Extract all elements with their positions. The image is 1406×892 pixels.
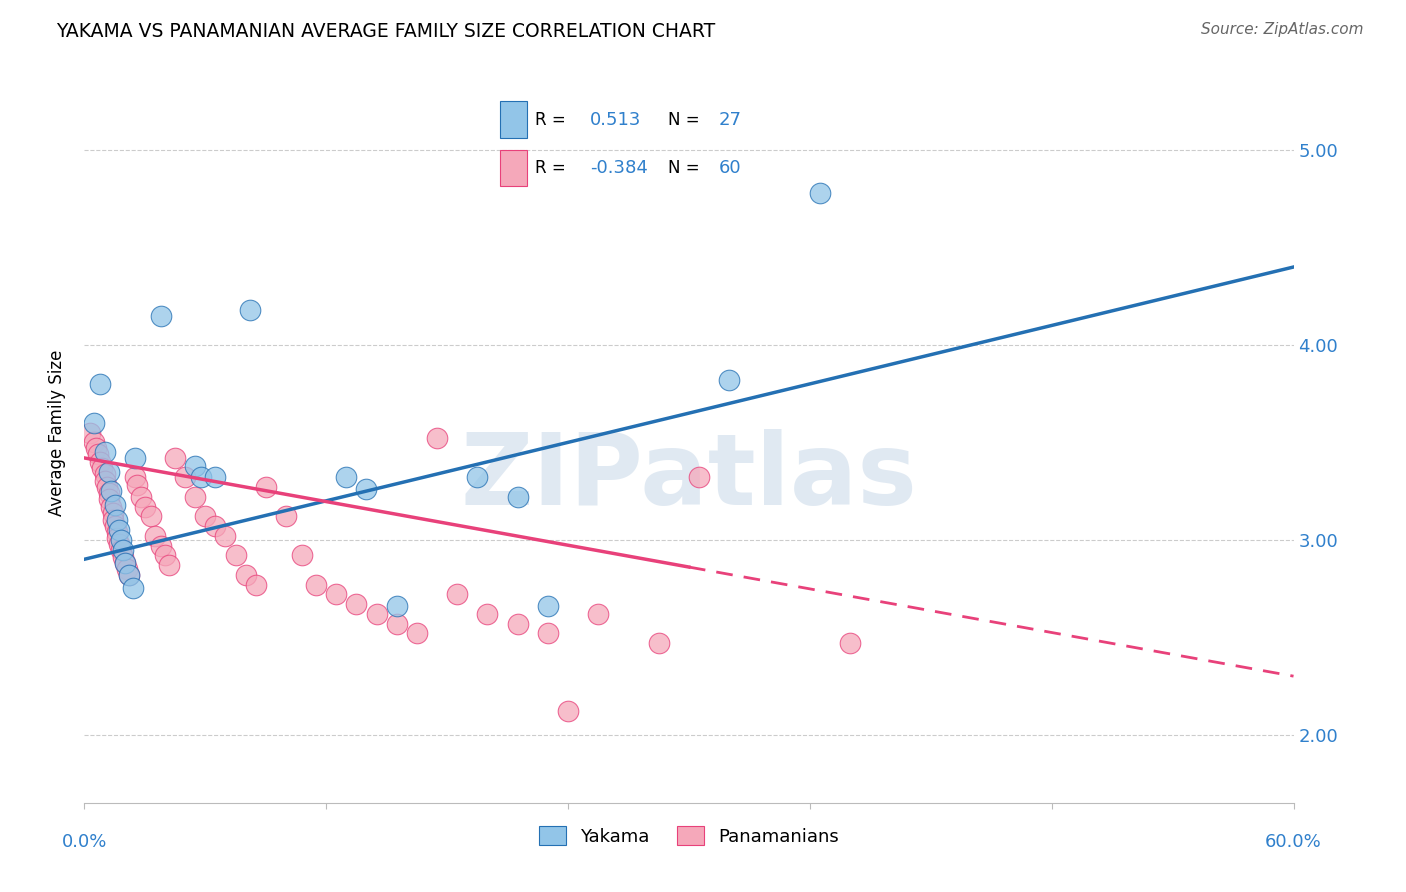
Point [346,597,368,611]
Point [149,309,172,323]
Point [537,626,560,640]
Point [718,373,741,387]
Point [406,626,429,640]
Legend: Yakama, Panamanians: Yakama, Panamanians [531,819,846,853]
Point [537,599,560,613]
Point [356,482,378,496]
Point [105,524,128,539]
Point [93,445,115,459]
Point [477,607,499,621]
Point [97,491,120,506]
Point [111,542,134,557]
Point [245,577,267,591]
Point [366,607,388,621]
Text: 0.0%: 0.0% [62,833,107,851]
Point [190,470,212,484]
Text: Source: ZipAtlas.com: Source: ZipAtlas.com [1201,22,1364,37]
Point [121,582,143,596]
Point [97,486,120,500]
Point [385,616,408,631]
Point [114,556,136,570]
Point [79,425,101,440]
Point [100,484,122,499]
Point [101,513,124,527]
Point [808,186,831,200]
Point [506,616,529,631]
Point [225,549,247,563]
Point [305,577,328,591]
Point [184,458,207,473]
Point [83,435,105,450]
Point [214,529,236,543]
Point [110,533,132,547]
Point [325,587,347,601]
Point [83,416,105,430]
Point [107,523,129,537]
Text: ZIPatlas: ZIPatlas [461,428,917,525]
Point [467,470,489,484]
Point [89,376,111,391]
Point [153,549,176,563]
Point [143,529,166,543]
Point [149,539,172,553]
Point [204,470,226,484]
Point [110,542,132,557]
Point [291,549,314,563]
Point [125,478,148,492]
Point [118,567,141,582]
Point [446,587,468,601]
Point [97,465,120,479]
Point [111,550,134,565]
Point [174,470,197,484]
Point [114,556,136,570]
Point [274,509,297,524]
Point [101,506,124,520]
Point [139,509,162,524]
Point [385,599,408,613]
Point [157,558,180,573]
Point [557,704,579,718]
Point [105,513,128,527]
Text: YAKAMA VS PANAMANIAN AVERAGE FAMILY SIZE CORRELATION CHART: YAKAMA VS PANAMANIAN AVERAGE FAMILY SIZE… [56,22,716,41]
Point [648,636,671,650]
Point [129,490,152,504]
Point [93,475,115,489]
Point [115,562,138,576]
Point [235,567,257,582]
Point [204,519,226,533]
Point [194,509,217,524]
Point [184,490,207,504]
Point [506,490,529,504]
Point [86,441,108,455]
Point [335,470,357,484]
Point [91,460,114,475]
Point [89,455,111,469]
Point [588,607,610,621]
Point [134,500,156,514]
Point [839,636,862,650]
Point [254,480,277,494]
Point [124,470,146,484]
Y-axis label: Average Family Size: Average Family Size [48,350,66,516]
Point [165,450,187,465]
Point [96,480,118,494]
Point [87,447,110,461]
Point [239,302,262,317]
Point [426,432,449,446]
Point [118,567,141,582]
Point [105,531,128,545]
Point [124,450,146,465]
Point [688,470,710,484]
Point [107,536,129,550]
Point [104,519,127,533]
Point [93,467,115,481]
Text: 60.0%: 60.0% [1265,833,1322,851]
Point [104,498,127,512]
Point [100,500,122,514]
